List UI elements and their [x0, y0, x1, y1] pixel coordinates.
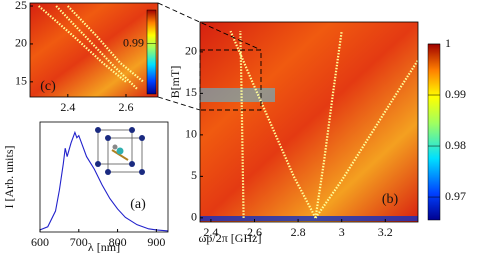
resonance-trace	[67, 5, 145, 83]
panel-label: (c)	[40, 79, 56, 94]
y-tick-label: 5	[191, 168, 197, 182]
zoom-box	[157, 2, 262, 111]
x-tick-label: 700	[70, 235, 88, 249]
x-tick-label: 2.8	[291, 225, 306, 239]
axes-frame	[199, 21, 419, 223]
resonance-trace	[55, 5, 139, 91]
x-axis-label: λ [nm]	[88, 240, 120, 254]
y-tick-label: 20	[185, 44, 197, 58]
colorbar	[146, 9, 157, 95]
y-tick-label: 15	[185, 85, 197, 99]
crystal-sketch	[95, 127, 145, 175]
panel-label: (a)	[130, 197, 146, 212]
panel-label: (b)	[382, 192, 399, 207]
spectrum-line	[39, 130, 169, 232]
colorbar-tick-label: 0.97	[445, 189, 466, 203]
resonance-trace	[314, 30, 343, 219]
y-tick-label: 0	[191, 210, 197, 224]
axes-frame	[39, 121, 169, 233]
x-tick-label: 3.2	[378, 225, 393, 239]
resonance-trace	[314, 59, 419, 219]
x-tick-label: 800	[109, 235, 127, 249]
x-tick-label: 600	[31, 235, 49, 249]
y-tick-label: 20	[15, 36, 27, 50]
resonance-trace	[239, 31, 245, 218]
resonance-trace	[229, 30, 317, 219]
colorbar-tick-label: 0.98	[445, 138, 466, 152]
panel: 2.4 2.6 15 20 25 (c) 0.99	[15, 0, 159, 114]
low-field-band	[200, 216, 418, 221]
x-tick-label: 3	[339, 225, 345, 239]
colorbar-tick-label: 0.99	[445, 87, 466, 101]
x-tick-label: 2.4	[203, 225, 218, 239]
x-tick-label: 2.4	[60, 100, 75, 114]
colorbar-tick-label: 0.99	[123, 35, 144, 49]
x-tick-label: 2.6	[119, 100, 134, 114]
x-tick-label: 2.6	[247, 225, 262, 239]
x-axis-label: ωp/2π [GHz]	[199, 231, 262, 245]
cyan-band	[200, 88, 275, 102]
y-axis-label: B[mT]	[168, 66, 182, 99]
y-axis-label: I [Arb. units]	[2, 146, 16, 209]
y-tick-label: 15	[15, 74, 27, 88]
y-tick-label: 25	[15, 0, 27, 12]
panel: 600 700 800 900 λ [nm] I [Arb. units] (a)	[2, 121, 169, 254]
colorbar-tick-label: 1	[445, 36, 451, 50]
y-tick-label: 10	[185, 127, 197, 141]
colorbar	[427, 43, 441, 221]
x-tick-label: 900	[147, 235, 165, 249]
panel: 2.4 2.6 2.8 3 3.2 0 5 10 15 20 ωp/2π [GHz] B[mT] (b)…	[168, 21, 466, 245]
heatmap-background	[30, 3, 158, 97]
axes-frame	[29, 2, 159, 98]
heatmap-background	[200, 22, 418, 222]
